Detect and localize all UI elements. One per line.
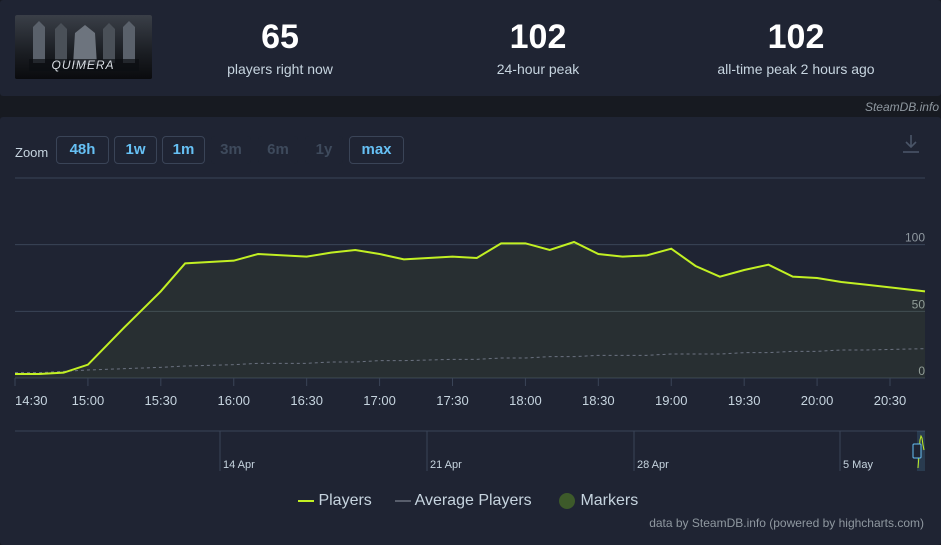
highcharts-credit[interactable]: data by SteamDB.info (powered by highcha… <box>649 516 924 530</box>
zoom-max-button[interactable]: max <box>349 136 404 164</box>
x-tick-label: 17:30 <box>436 393 469 408</box>
y-axis-ticks: 0 50 100 <box>905 231 925 378</box>
peak-24h-label: 24-hour peak <box>496 61 580 77</box>
chart-legend: Players Average Players Markers <box>0 490 941 512</box>
players-area <box>15 242 925 378</box>
peak-24h-value: 102 <box>509 18 567 56</box>
navigator-date-label: 14 Apr <box>223 459 255 471</box>
game-logo[interactable]: QUIMERA <box>15 15 152 79</box>
x-tick-label: 15:30 <box>145 393 178 408</box>
stats-panel: QUIMERA 65 players right now 102 24-hour… <box>0 0 941 96</box>
x-tick-label: 20:30 <box>874 393 907 408</box>
legend-average-players[interactable]: Average Players <box>395 490 532 512</box>
zoom-3m-button: 3m <box>211 136 251 164</box>
y-tick-label: 0 <box>918 364 925 378</box>
average-players-line <box>15 348 926 374</box>
chart-grid <box>15 177 925 379</box>
legend-markers-label: Markers <box>580 492 639 510</box>
x-tick-label: 14:30 <box>15 393 48 408</box>
game-capsule-image: QUIMERA <box>15 15 152 79</box>
x-tick-label: 16:00 <box>217 393 250 408</box>
current-players-stat: 65 players right now <box>170 18 390 77</box>
current-players-value: 65 <box>261 18 299 56</box>
x-tick-label: 19:00 <box>655 393 688 408</box>
x-axis-ticks: 14:30 15:00 15:30 16:00 16:30 17:00 17:30 18:00… <box>14 378 907 408</box>
steamdb-credit-top[interactable]: SteamDB.info <box>864 100 939 114</box>
x-tick-label: 15:00 <box>72 393 105 408</box>
y-tick-label: 50 <box>912 297 926 311</box>
x-tick-label: 17:00 <box>363 393 396 408</box>
navigator-date-label: 28 Apr <box>637 459 669 471</box>
game-logo-text: QUIMERA <box>51 58 114 72</box>
x-tick-label: 19:30 <box>728 393 761 408</box>
current-players-label: players right now <box>227 61 333 77</box>
legend-players-label: Players <box>318 492 372 510</box>
x-tick-label: 18:30 <box>582 393 615 408</box>
alltime-peak-label: all-time peak 2 hours ago <box>717 61 875 77</box>
player-count-chart[interactable]: 0 50 100 14:30 15:00 15:30 16:00 16:30 17:00 17:… <box>0 117 941 487</box>
zoom-1m-button[interactable]: 1m <box>162 136 205 164</box>
chart-navigator[interactable]: 14 Apr 21 Apr 28 Apr 5 May <box>15 430 925 471</box>
alltime-peak-stat: 102 all-time peak 2 hours ago <box>686 18 906 77</box>
zoom-1w-button[interactable]: 1w <box>114 136 157 164</box>
y-tick-label: 100 <box>905 231 925 245</box>
download-icon[interactable] <box>900 133 922 155</box>
x-tick-label: 18:00 <box>509 393 542 408</box>
x-tick-label: 16:30 <box>290 393 323 408</box>
zoom-48h-button[interactable]: 48h <box>56 136 109 164</box>
zoom-label: Zoom <box>15 145 49 160</box>
peak-24h-stat: 102 24-hour peak <box>428 18 648 77</box>
players-line[interactable] <box>15 240 926 375</box>
navigator-date-label: 21 Apr <box>430 459 462 471</box>
chart-series <box>15 240 926 378</box>
legend-average-players-label: Average Players <box>414 492 532 510</box>
chart-panel <box>0 117 941 545</box>
zoom-6m-button: 6m <box>258 136 298 164</box>
legend-markers[interactable]: Markers <box>558 490 638 512</box>
alltime-peak-value: 102 <box>767 18 825 56</box>
navigator-date-label: 5 May <box>843 459 873 471</box>
legend-players[interactable]: Players <box>298 490 372 512</box>
navigator-handle[interactable] <box>912 443 922 459</box>
zoom-1y-button: 1y <box>305 136 343 164</box>
x-tick-label: 20:00 <box>801 393 834 408</box>
